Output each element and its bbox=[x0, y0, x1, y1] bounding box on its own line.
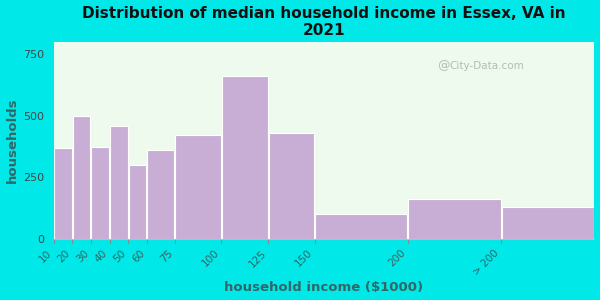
Bar bbox=[54, 148, 72, 239]
Bar bbox=[110, 126, 128, 239]
Text: @: @ bbox=[437, 59, 449, 72]
X-axis label: household income ($1000): household income ($1000) bbox=[224, 281, 424, 294]
Y-axis label: households: households bbox=[5, 98, 19, 183]
Bar bbox=[269, 133, 314, 239]
Bar bbox=[73, 116, 91, 239]
Bar bbox=[175, 135, 221, 239]
Bar bbox=[147, 150, 175, 239]
Bar bbox=[315, 214, 407, 239]
Title: Distribution of median household income in Essex, VA in
2021: Distribution of median household income … bbox=[82, 6, 566, 38]
Bar bbox=[409, 200, 501, 239]
Text: City-Data.com: City-Data.com bbox=[449, 61, 524, 70]
Bar bbox=[502, 207, 594, 239]
Bar bbox=[222, 76, 268, 239]
Bar bbox=[91, 146, 109, 239]
Bar bbox=[128, 165, 146, 239]
